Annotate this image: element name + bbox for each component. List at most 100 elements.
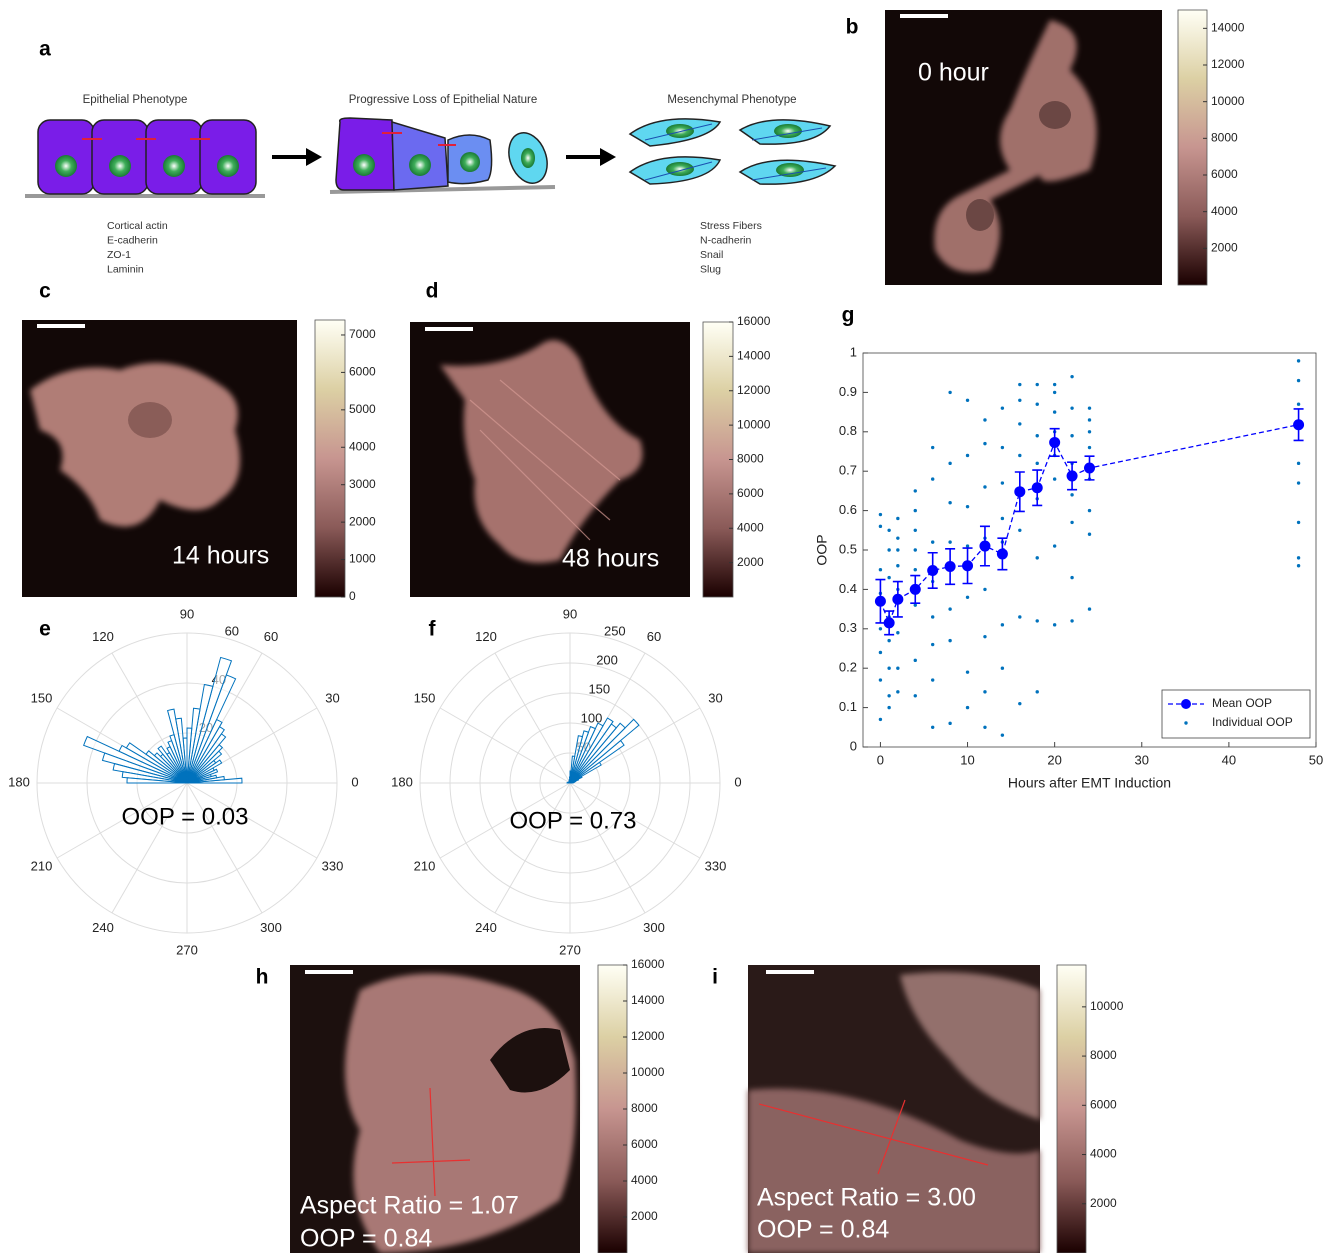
individual-point xyxy=(1087,607,1092,611)
mean-point xyxy=(1293,419,1305,431)
panel-label: h xyxy=(256,966,269,989)
polar-theta-label: 180 xyxy=(8,774,30,789)
polar-theta-label: 210 xyxy=(31,858,53,873)
marker-label: Cortical actin xyxy=(107,220,168,232)
image-i xyxy=(748,965,1040,1253)
individual-point xyxy=(896,516,900,521)
polar-bar xyxy=(569,718,640,784)
y-tick-label: 0.4 xyxy=(839,581,857,596)
individual-point xyxy=(1035,382,1039,387)
individual-point xyxy=(1070,619,1074,623)
individual-point xyxy=(887,705,891,710)
individual-point xyxy=(896,631,900,635)
polar-spoke xyxy=(439,707,571,784)
legend-box xyxy=(1161,689,1311,739)
individual-point xyxy=(878,717,883,722)
individual-point xyxy=(1000,733,1005,737)
polar-theta-label: 30 xyxy=(325,690,339,705)
polar-r-label: 100 xyxy=(581,710,603,725)
individual-point xyxy=(1035,461,1039,466)
individual-point xyxy=(1000,666,1005,670)
polar-theta-label: 90 xyxy=(180,606,194,621)
individual-point xyxy=(913,548,917,552)
individual-point xyxy=(1035,402,1039,406)
y-tick-label: 0.9 xyxy=(839,384,857,399)
mean-point xyxy=(1014,486,1026,498)
individual-point xyxy=(1052,623,1057,627)
x-axis-label: Hours after EMT Induction xyxy=(1008,775,1171,791)
colorbar-tick-label: 2000 xyxy=(1090,1196,1117,1210)
panel-label: e xyxy=(39,618,51,641)
colorbar-tick-label: 16000 xyxy=(631,957,665,971)
individual-point xyxy=(948,390,952,395)
individual-point xyxy=(1070,374,1074,379)
individual-point xyxy=(948,721,952,726)
x-tick-label: 0 xyxy=(877,752,884,767)
polar-theta-label: 240 xyxy=(475,920,497,935)
colorbar-tick-label: 16000 xyxy=(737,314,771,328)
individual-point xyxy=(913,603,917,607)
individual-point xyxy=(913,568,917,572)
y-tick-label: 1 xyxy=(850,344,857,359)
individual-point xyxy=(948,501,952,505)
stage-title: Progressive Loss of Epithelial Nature xyxy=(349,94,538,106)
individual-point xyxy=(878,627,883,631)
stage-title: Mesenchymal Phenotype xyxy=(667,94,796,106)
y-tick-label: 0.2 xyxy=(839,660,857,675)
legend-label: Mean OOP xyxy=(1212,696,1272,710)
polar-theta-label: 150 xyxy=(414,690,436,705)
individual-point xyxy=(913,489,917,493)
colorbar-tick-label: 12000 xyxy=(737,383,771,397)
individual-point xyxy=(965,453,970,458)
polar-bar xyxy=(569,717,614,784)
polar-bar xyxy=(569,735,584,784)
image-annotation: Aspect Ratio = 3.00 xyxy=(757,1184,976,1212)
individual-point xyxy=(948,607,952,611)
marker-label: ZO-1 xyxy=(107,249,131,261)
image-b xyxy=(885,10,1162,285)
mean-point xyxy=(996,548,1008,560)
individual-point xyxy=(1070,493,1074,497)
individual-point xyxy=(1296,461,1301,466)
polar-theta-label: 270 xyxy=(176,942,198,957)
individual-point xyxy=(1052,382,1057,387)
individual-point xyxy=(878,678,883,682)
polar-bar xyxy=(569,725,597,784)
individual-point xyxy=(983,441,987,446)
individual-point xyxy=(965,595,970,599)
individual-point xyxy=(965,504,970,509)
polar-bar xyxy=(569,755,576,784)
polar-bar xyxy=(121,771,188,784)
polar-theta-label: 210 xyxy=(414,858,436,873)
colorbar-tick-label: 2000 xyxy=(737,555,764,569)
polar-bar xyxy=(112,762,188,784)
individual-point xyxy=(965,544,970,548)
individual-point xyxy=(1035,619,1039,623)
individual-point xyxy=(965,398,970,402)
x-tick-label: 50 xyxy=(1309,752,1323,767)
individual-point xyxy=(1035,556,1039,560)
x-tick-label: 10 xyxy=(960,752,974,767)
colorbar-tick-label: 12000 xyxy=(1211,57,1245,71)
polar-bar xyxy=(82,735,188,784)
y-tick-label: 0.1 xyxy=(839,699,857,714)
individual-point xyxy=(1087,445,1092,450)
individual-point xyxy=(983,418,987,422)
individual-point xyxy=(887,528,891,532)
colorbar-tick-label: 14000 xyxy=(737,349,771,363)
colorbar-tick-label: 14000 xyxy=(1211,21,1245,35)
individual-point xyxy=(887,666,891,670)
polar-bar xyxy=(186,683,214,784)
x-tick-label: 30 xyxy=(1135,752,1149,767)
individual-point xyxy=(878,568,883,572)
polar-r-label: 60 xyxy=(225,624,239,639)
individual-point xyxy=(896,690,900,694)
individual-point xyxy=(1000,445,1005,450)
individual-point xyxy=(1296,402,1301,406)
individual-point xyxy=(913,658,917,663)
marker-label: N-cadherin xyxy=(700,235,752,247)
x-tick-label: 20 xyxy=(1047,752,1061,767)
individual-point xyxy=(983,485,987,489)
panel-label: i xyxy=(712,966,718,989)
